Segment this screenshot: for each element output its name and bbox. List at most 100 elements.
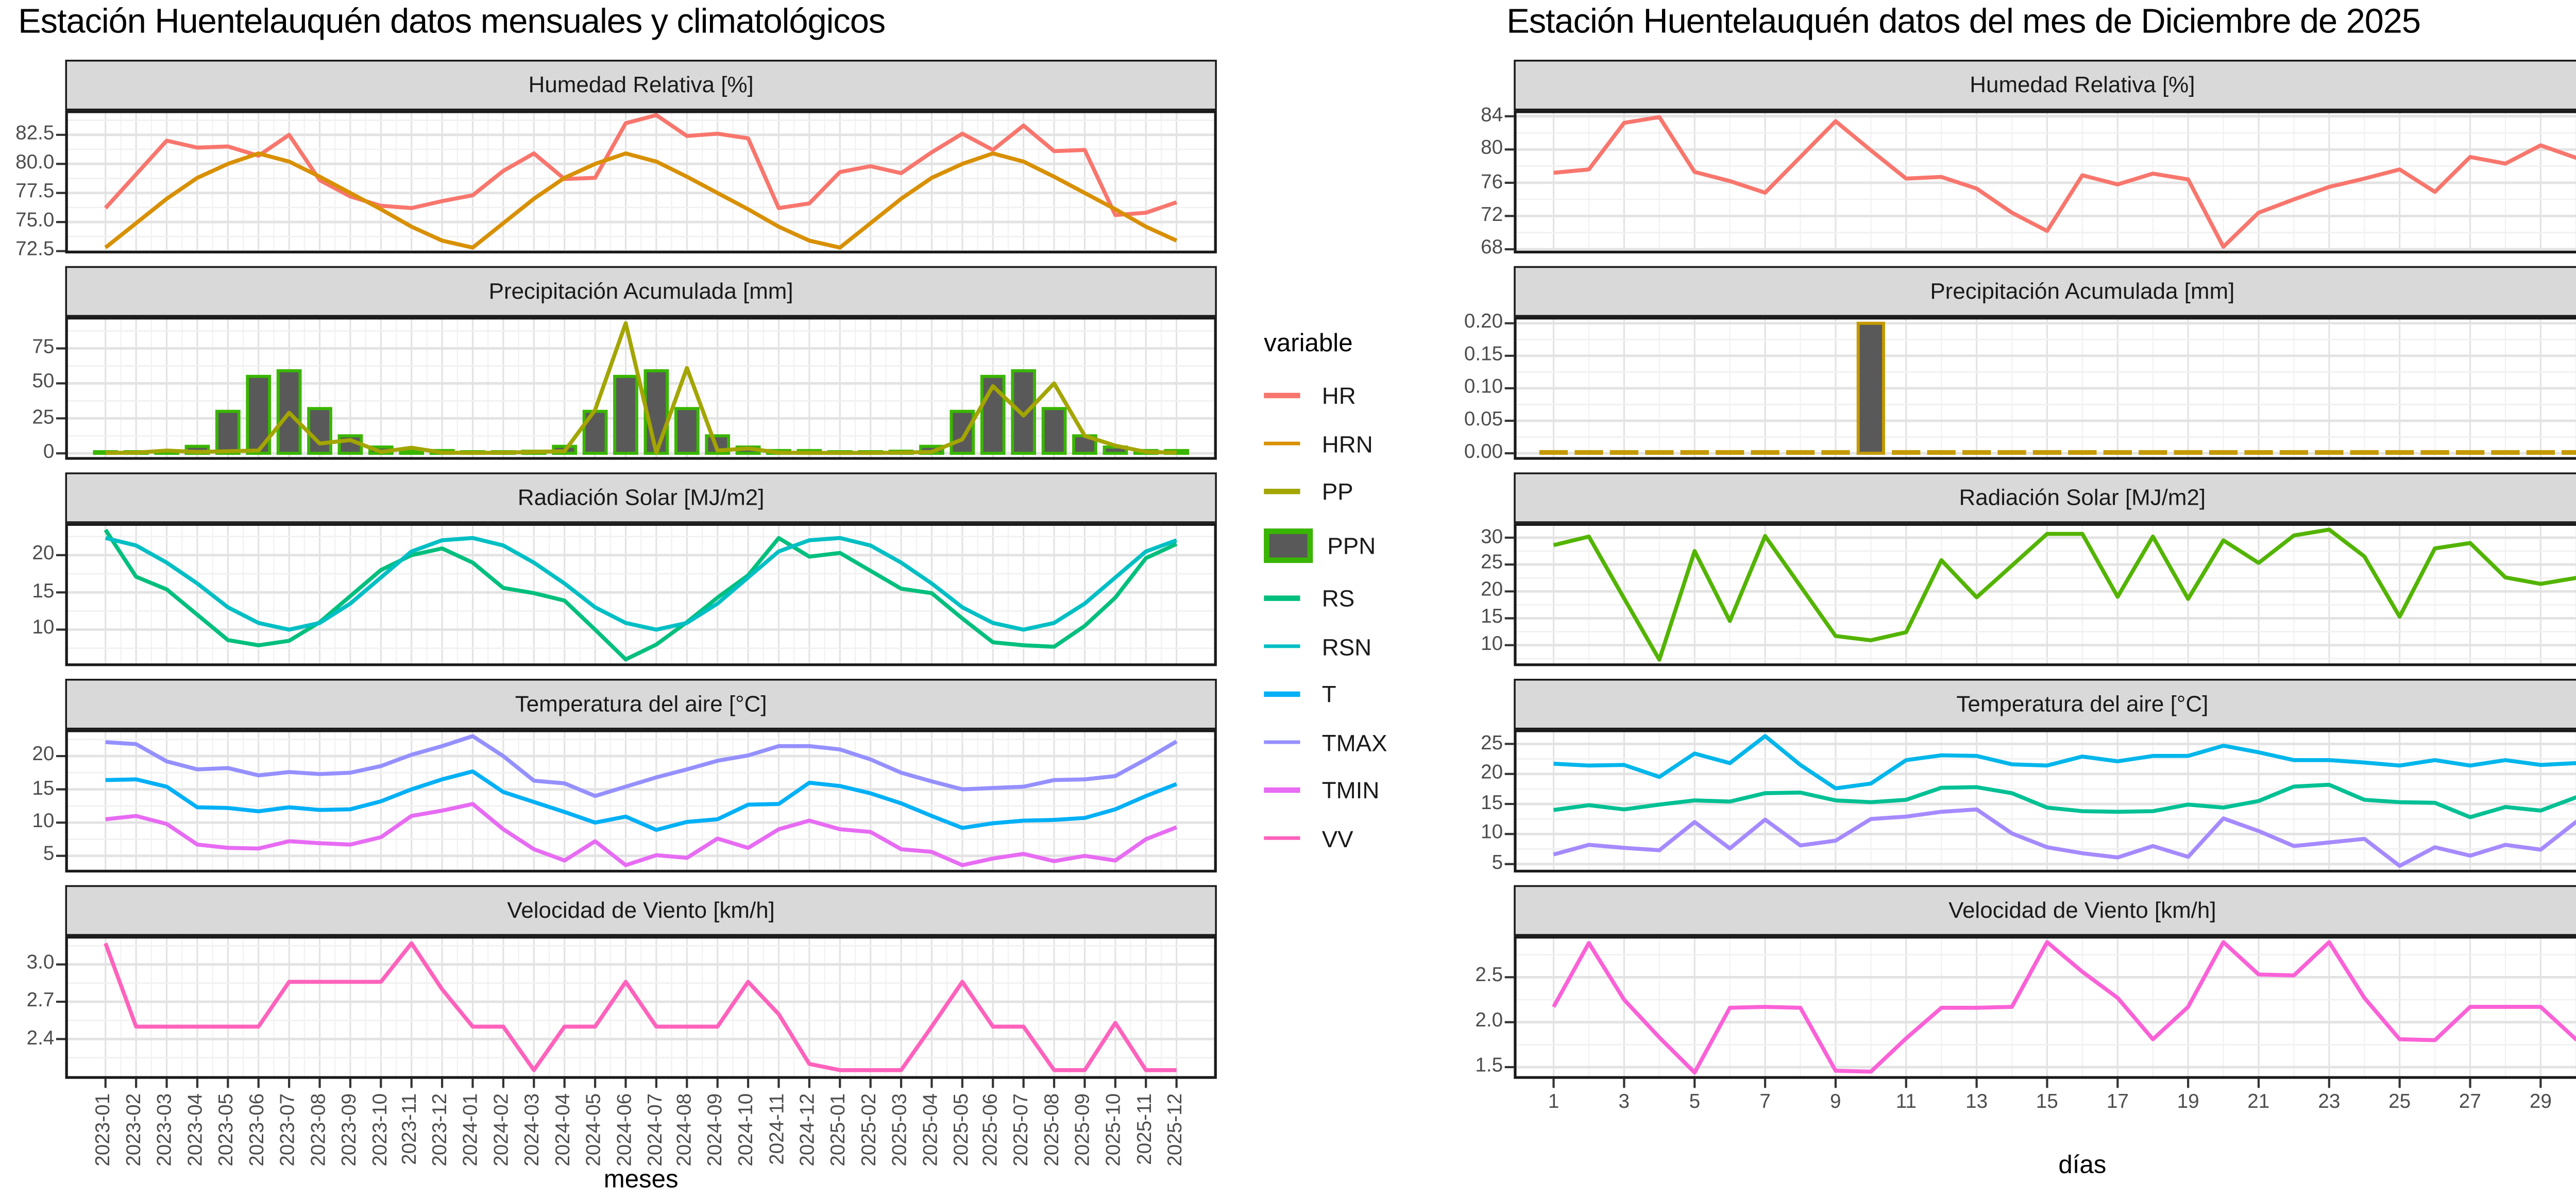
y-tick-label: 68: [1481, 237, 1503, 260]
y-tick-label: 82.5: [15, 123, 55, 145]
y-tick-label: 0.10: [1464, 376, 1503, 399]
x-tick-label: 25: [2388, 1091, 2411, 1113]
y-tick-label: 5: [43, 844, 55, 866]
y-tick-label: 2.7: [26, 990, 55, 1012]
legend-item-tmax: TMAX: [1264, 730, 1387, 754]
y-tick-label: 10: [1481, 633, 1503, 655]
facet-strip-title: Humedad Relativa [%]: [1970, 72, 2195, 98]
y-tick-label: 2.0: [1475, 1010, 1503, 1033]
left-legend: variable HR HRN PP PPN RS RSN T TMAX TMIN VV: [1264, 328, 1387, 850]
legend-label: PPN: [1327, 531, 1376, 559]
y-tick-label: 25: [1481, 732, 1503, 754]
legend-item-rsn: RSN: [1264, 635, 1387, 658]
facet-strip: Temperatura del aire [°C]: [65, 679, 1217, 730]
x-tick-label: 21: [2247, 1091, 2270, 1113]
y-tick-label: 0.00: [1464, 441, 1503, 464]
legend-label: RS: [1321, 585, 1355, 612]
legend-key-line: [1264, 835, 1300, 841]
y-tick-label: 2.4: [26, 1027, 55, 1049]
legend-label: VV: [1321, 824, 1353, 852]
x-tick-label: 5: [1689, 1091, 1701, 1113]
facet-strip: Temperatura del aire [°C]: [1514, 679, 2576, 730]
y-tick-label: 15: [32, 777, 55, 800]
y-tick-label: 84: [1481, 104, 1503, 126]
y-tick-label: 10: [32, 811, 55, 833]
legend-label: RSN: [1321, 632, 1372, 660]
facet-strip: Radiación Solar [MJ/m2]: [1514, 472, 2576, 523]
right-x-axis-title: días: [2058, 1149, 2107, 1179]
legend-item-pp: PP: [1264, 479, 1387, 503]
y-tick-label: 15: [32, 580, 55, 603]
x-tick-label: 7: [1759, 1091, 1771, 1113]
legend-label: HR: [1321, 382, 1356, 409]
y-tick-label: 76: [1481, 171, 1503, 193]
y-tick-label: 0.05: [1464, 409, 1503, 431]
y-tick-label: 25: [32, 406, 55, 428]
panel-plot: [56, 729, 1217, 873]
left-chart-title: Estación Huentelauquén datos mensuales y…: [18, 4, 886, 42]
legend-key-line: [1264, 489, 1300, 494]
legend-label: HRN: [1321, 430, 1373, 457]
panel-plot: [1504, 936, 2576, 1088]
panel-plot: [56, 110, 1217, 254]
facet-strip: Velocidad de Viento [km/h]: [65, 885, 1217, 936]
x-tick-label: 11: [1895, 1091, 1917, 1113]
legend-label: PP: [1321, 477, 1353, 505]
panel-plot: [1504, 317, 2576, 460]
legend-item-rs: RS: [1264, 587, 1387, 610]
left-legend-title: variable: [1264, 328, 1353, 357]
facet-strip-title: Precipitación Acumulada [mm]: [1930, 279, 2235, 304]
panel-plot: [1504, 523, 2576, 666]
y-tick-label: 77.5: [15, 181, 55, 203]
facet-strip: Precipitación Acumulada [mm]: [65, 266, 1217, 317]
panel-plot: [1504, 110, 2576, 254]
panel-plot: [56, 936, 1217, 1088]
facet-strip-title: Velocidad de Viento [km/h]: [507, 898, 775, 923]
y-tick-label: 0.15: [1464, 344, 1503, 366]
x-tick-label: 13: [1965, 1091, 1988, 1113]
y-tick-label: 72: [1481, 204, 1503, 226]
facet-strip-title: Temperatura del aire [°C]: [515, 691, 767, 717]
facet-strip: Humedad Relativa [%]: [1514, 59, 2576, 111]
y-tick-label: 5: [1492, 852, 1503, 875]
y-tick-label: 20: [1481, 762, 1503, 784]
y-tick-label: 80: [1481, 138, 1503, 160]
facet-strip: Humedad Relativa [%]: [65, 59, 1217, 111]
x-tick-label: 3: [1618, 1091, 1630, 1113]
y-tick-label: 80.0: [15, 152, 55, 174]
facet-strip-title: Precipitación Acumulada [mm]: [488, 279, 793, 304]
x-tick-label: 1: [1548, 1091, 1560, 1113]
facet-strip-title: Radiación Solar [MJ/m2]: [1959, 485, 2206, 511]
y-tick-label: 10: [32, 618, 55, 640]
y-tick-label: 72.5: [15, 239, 55, 261]
y-tick-label: 75: [32, 336, 55, 358]
x-tick-label: 19: [2177, 1091, 2199, 1113]
left-x-axis-title: meses: [603, 1163, 679, 1193]
legend-key-line: [1264, 393, 1300, 398]
panel-plot: [1504, 729, 2576, 873]
legend-item-hr: HR: [1264, 384, 1387, 407]
facet-strip: Precipitación Acumulada [mm]: [1514, 266, 2576, 317]
legend-item-t: T: [1264, 682, 1387, 706]
y-tick-label: 1.5: [1475, 1055, 1503, 1077]
legend-key-line: [1264, 692, 1300, 697]
y-tick-label: 25: [1481, 553, 1503, 575]
y-tick-label: 75.0: [15, 210, 55, 232]
legend-key-line: [1264, 787, 1300, 793]
facet-strip-title: Humedad Relativa [%]: [528, 72, 754, 98]
y-tick-label: 0: [43, 441, 55, 464]
x-tick-label: 23: [2318, 1091, 2341, 1113]
y-tick-label: 20: [32, 744, 55, 766]
legend-label: TMAX: [1321, 728, 1387, 756]
x-tick-label: 29: [2529, 1091, 2552, 1113]
y-tick-label: 20: [32, 543, 55, 565]
legend-label: TMIN: [1321, 776, 1380, 804]
y-tick-label: 15: [1481, 792, 1503, 814]
y-tick-label: 20: [1481, 579, 1503, 602]
y-tick-label: 50: [32, 371, 55, 393]
y-tick-label: 30: [1481, 526, 1503, 548]
legend-item-hrn: HRN: [1264, 432, 1387, 455]
y-tick-label: 3.0: [26, 952, 55, 974]
x-tick-label: 15: [2036, 1091, 2058, 1113]
